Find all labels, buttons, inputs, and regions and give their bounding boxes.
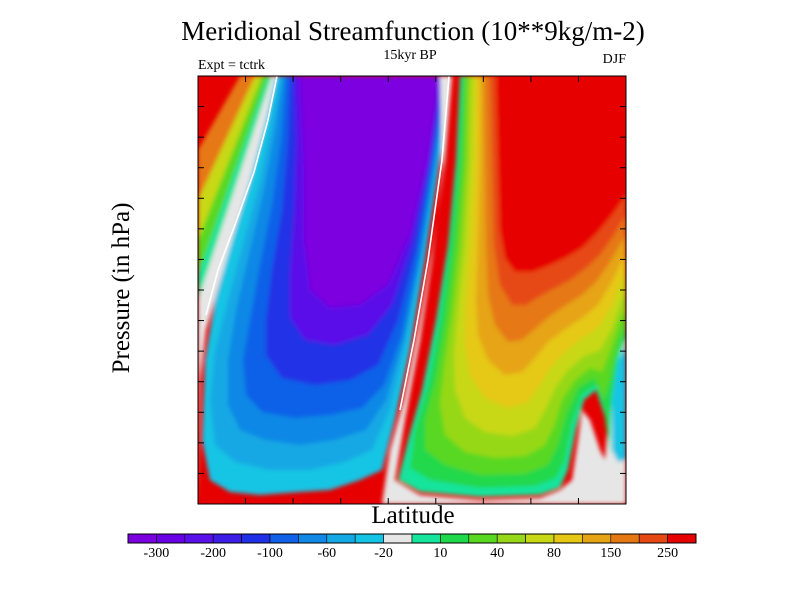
- colorbar-cell: [496, 533, 526, 544]
- colorbar-cell: [184, 533, 214, 544]
- experiment-label: Expt = tctrk: [198, 58, 265, 73]
- x-axis-label: Latitude: [371, 502, 455, 529]
- colorbar-label: 10: [433, 546, 448, 561]
- colorbar-cell: [553, 533, 583, 544]
- x-ticks: [245, 76, 579, 504]
- colorbar-label: -60: [317, 546, 337, 561]
- colorbar-cell: [354, 533, 384, 544]
- band-neg-300: [300, 76, 440, 308]
- colorbar-label: 150: [600, 546, 622, 561]
- colorbar-cell: [326, 533, 356, 544]
- colorbar-label: -20: [374, 546, 393, 561]
- zero-contours: [205, 76, 450, 411]
- zero-contour-south: [205, 76, 278, 316]
- colorbar-cell: [468, 533, 498, 544]
- contour-layers: [198, 76, 626, 504]
- colorbar-cell: [127, 533, 157, 544]
- colorbar-cell: [241, 533, 271, 544]
- colorbar-label: -100: [257, 546, 283, 561]
- colorbar-label: 40: [490, 546, 505, 561]
- colorbar-label: -300: [143, 546, 170, 561]
- colorbar-cell: [298, 533, 328, 544]
- y-ticks: [198, 106, 626, 474]
- colorbar-cell: [411, 533, 441, 544]
- band-near-zero-north: [382, 76, 626, 504]
- colorbar-cell: [610, 533, 640, 544]
- right-negative-blob: [612, 345, 626, 462]
- colorbar-label: 250: [657, 546, 679, 561]
- band-near-zero-south: [198, 76, 282, 504]
- colorbar-frame: [127, 533, 697, 544]
- colorbar-cell: [667, 533, 697, 544]
- colorbar-cell: [525, 533, 555, 544]
- colorbar-label: 80: [547, 546, 561, 561]
- colorbar-cell: [383, 533, 413, 544]
- colorbar-label: -200: [200, 546, 227, 561]
- band-pos-250: [476, 76, 626, 272]
- colorbar-cell: [212, 533, 242, 544]
- colorbar-cell: [638, 533, 668, 544]
- chart-title: Meridional Streamfunction (10**9kg/m-2): [181, 16, 645, 46]
- season-label: DJF: [602, 52, 626, 67]
- colorbar-cells: [127, 533, 697, 544]
- colorbar-cell: [440, 533, 470, 544]
- chart-subtitle: 15kyr BP: [383, 48, 437, 63]
- zero-contour-north: [399, 76, 450, 411]
- contour-field: [198, 76, 626, 504]
- colorbar-cell: [582, 533, 612, 544]
- colorbar-cell: [269, 533, 299, 544]
- colorbar-cell: [156, 533, 186, 544]
